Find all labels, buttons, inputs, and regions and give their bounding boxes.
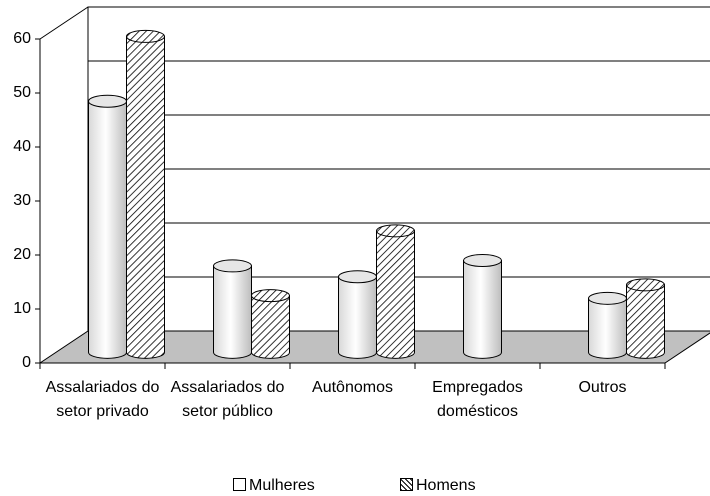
- y-tick-label: 60: [13, 30, 31, 47]
- bar-top: [251, 289, 290, 303]
- bar-top: [376, 224, 415, 238]
- bar: [376, 230, 415, 359]
- bar: [588, 297, 627, 359]
- legend-swatch: [400, 478, 413, 491]
- x-tick-label: Outros: [578, 379, 627, 396]
- bar-top: [126, 29, 165, 43]
- x-tick-label: Assalariados do setor público: [170, 379, 285, 420]
- legend-label: Mulheres: [249, 477, 315, 494]
- legend-item: Homens: [400, 476, 476, 496]
- bar-top: [213, 259, 252, 273]
- bar: [213, 265, 252, 359]
- legend-swatch: [233, 478, 246, 491]
- wall-edge: [39, 6, 89, 40]
- bar-top: [88, 94, 127, 108]
- y-tick-label: 10: [13, 300, 31, 317]
- x-tick-label: Autônomos: [312, 379, 393, 396]
- bar: [626, 284, 665, 359]
- bar: [463, 260, 502, 359]
- bar: [126, 35, 165, 359]
- bar-top: [463, 254, 502, 268]
- bar: [338, 276, 377, 359]
- bar-top: [338, 270, 377, 284]
- y-tick-label: 30: [13, 192, 31, 209]
- legend-label: Homens: [416, 477, 476, 494]
- bar-top: [626, 278, 665, 292]
- legend-item: Mulheres: [233, 476, 315, 496]
- y-tick-label: 50: [13, 84, 31, 101]
- bar-top: [588, 291, 627, 305]
- bar: [88, 100, 127, 359]
- bar: [251, 295, 290, 359]
- x-tick-label: Assalariados do setor privado: [45, 379, 160, 420]
- y-tick-label: 20: [13, 246, 31, 263]
- y-tick-label: 0: [22, 354, 31, 371]
- x-tick-label: Empregados domésticos: [432, 379, 523, 420]
- y-tick-label: 40: [13, 138, 31, 155]
